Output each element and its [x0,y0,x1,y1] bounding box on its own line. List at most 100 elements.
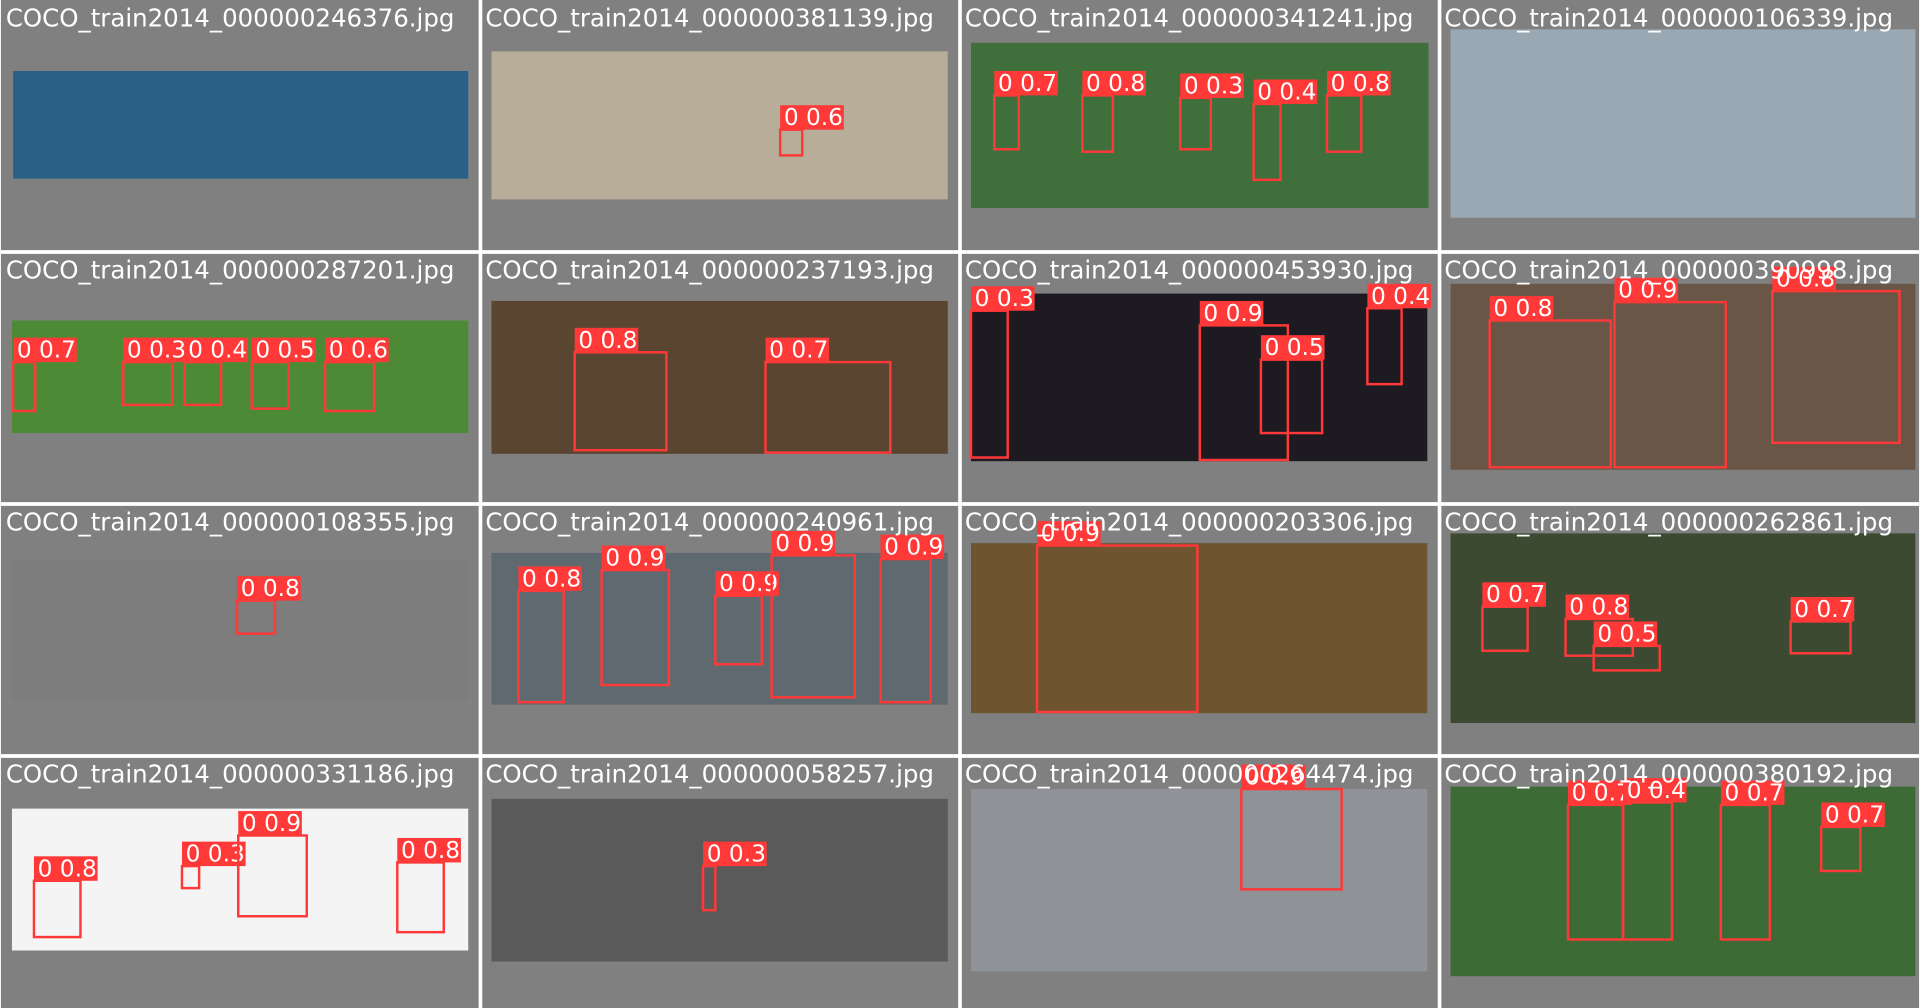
detection-label-bg [1623,778,1687,803]
detection-label: 0 0.8 [522,565,581,592]
detection-label: 0 0.8 [1086,70,1145,97]
detection-label-bg [1326,70,1391,96]
filename: COCO_train2014_000000058257.jpg [485,760,934,789]
filename: COCO_train2014_000000203306.jpg [965,508,1414,537]
detection-label: 0 0.8 [38,855,97,882]
detection-label-bg [994,70,1058,96]
detection-box [770,554,857,699]
filename: COCO_train2014_000000287201.jpg [6,256,455,285]
tile: 0 0.70 0.4 0 0.70 0.7COCO_train2014_00000… [1439,756,1920,1008]
photo [971,543,1428,714]
detection-label-bg [237,576,301,601]
tile: 0 0.8 0 0.3 0 0.9 0 0.8 COCO_train2014_00000… [0,756,481,1008]
filename: COCO_train2014_000000341241.jpg [965,4,1414,33]
detection-label: 0 0.7 [1825,801,1884,828]
tile: 0 0.80 0.90 0.90 0.9 0 0.9COCO_train2014_… [480,504,960,756]
detection-label-bg [1489,296,1554,321]
detection-label: 0 0.8 [401,837,460,864]
detection-label: 0 0.9 [719,570,778,597]
detection-label-bg [184,337,249,363]
detection-label-bg [33,856,98,881]
detection-label-bg [771,530,836,556]
filename: COCO_train2014_000000453930.jpg [965,256,1414,285]
photo [491,798,948,962]
detection-label: 0 0.5 [255,337,314,364]
filename: COCO_train2014_000000246376.jpg [6,4,455,33]
detection-label: 0 0.7 [1572,779,1631,806]
detection-label-bg [1614,277,1679,303]
tile: 0 0.80 0.9 0 0.8COCO_train2014_0000003909… [1439,252,1920,504]
photo [971,42,1429,208]
detection-label: 0 0.3 [1184,72,1243,99]
detection-label: 0 0.8 [241,575,300,602]
detection-label: 0 0.9 [884,534,943,561]
detection-label-bg [780,105,844,130]
photo [1450,29,1916,218]
detection-label-bg [397,837,461,863]
detection-label: 0 0.9 [242,810,301,837]
detection-label-bg [1241,764,1305,790]
detection-label-bg [1260,335,1325,360]
filename: COCO_train2014_000000381139.jpg [485,4,934,33]
detection-label-bg [703,841,767,867]
photo [491,51,948,200]
detection-label: 0 0.4 [1371,283,1430,310]
detection-label: 0 0.4 [1627,777,1686,804]
detection-label-bg [238,811,302,836]
tile: 0 0.8 0 0.7 COCO_train2014_000000237193.jp… [480,252,960,504]
detection-label-bg [1180,73,1244,98]
detection-label-bg [1082,70,1146,96]
detection-label-bg [601,545,666,571]
filename: COCO_train2014_000000240961.jpg [485,508,934,537]
detection-label-bg [1367,283,1431,309]
filename: COCO_train2014_000000331186.jpg [6,760,455,789]
detection-label: 0 0.3 [127,337,186,364]
detection-label-bg [1253,79,1318,104]
detection-label-bg [765,337,830,363]
detection-label-bg [880,534,945,560]
detection-label-bg [518,566,582,591]
tile: 0 0.6 COCO_train2014_000000381139.jpg [480,0,960,252]
photo [1450,533,1916,723]
filename: COCO_train2014_000000264474.jpg [965,760,1414,789]
detection-label: 0 0.7 [1794,596,1853,623]
detection-label-bg [1821,802,1885,827]
detection-label: 0 0.6 [784,104,843,131]
photo [971,789,1428,972]
tile: 0 0.7 0 0.3 0 0.4 0 0.5 0 0.6 COCO_train2014_… [0,252,481,504]
detection-box [1035,544,1199,714]
detection-label: 0 0.8 [1776,266,1835,293]
detection-label: 0 0.9 [1618,277,1677,304]
detection-label-bg [715,571,779,596]
detection-label-bg [1772,266,1836,292]
detection-label: 0 0.8 [1569,593,1628,620]
tile: 0 0.3 0 0.90 0.5 0 0.4COCO_train2014_00000… [960,252,1440,504]
detection-label: 0 0.3 [707,841,766,868]
detection-label: 0 0.5 [1597,620,1656,647]
detection-label: 0 0.7 [17,337,76,364]
detection-label-bg [181,841,246,867]
detection-label: 0 0.4 [1257,78,1316,105]
detection-label: 0 0.7 [1725,779,1784,806]
detection-label-bg [574,327,639,353]
filename: COCO_train2014_000000237193.jpg [485,256,934,285]
detection-label-bg [971,286,1035,311]
photo [491,300,948,454]
filename: COCO_train2014_000000108355.jpg [6,508,455,537]
tile: 0 0.7 0 0.80 0.5 0 0.7 COCO_train2014_00000… [1439,504,1920,756]
detection-label: 0 0.5 [1265,334,1324,361]
detection-label: 0 0.9 [1203,300,1262,327]
filename: COCO_train2014_000000390998.jpg [1444,256,1893,285]
detection-label: 0 0.8 [578,327,637,354]
detection-label: 0 0.8 [1493,295,1552,322]
detection-label-bg [251,337,316,363]
filename: COCO_train2014_000000380192.jpg [1444,760,1893,789]
detection-label-bg [1790,596,1855,622]
detection-label: 0 0.9 [1245,764,1304,791]
detection-label: 0 0.7 [769,337,828,364]
detection-label: 0 0.9 [775,530,834,557]
detection-label-bg [1720,780,1785,805]
detection-label-bg [325,337,389,363]
